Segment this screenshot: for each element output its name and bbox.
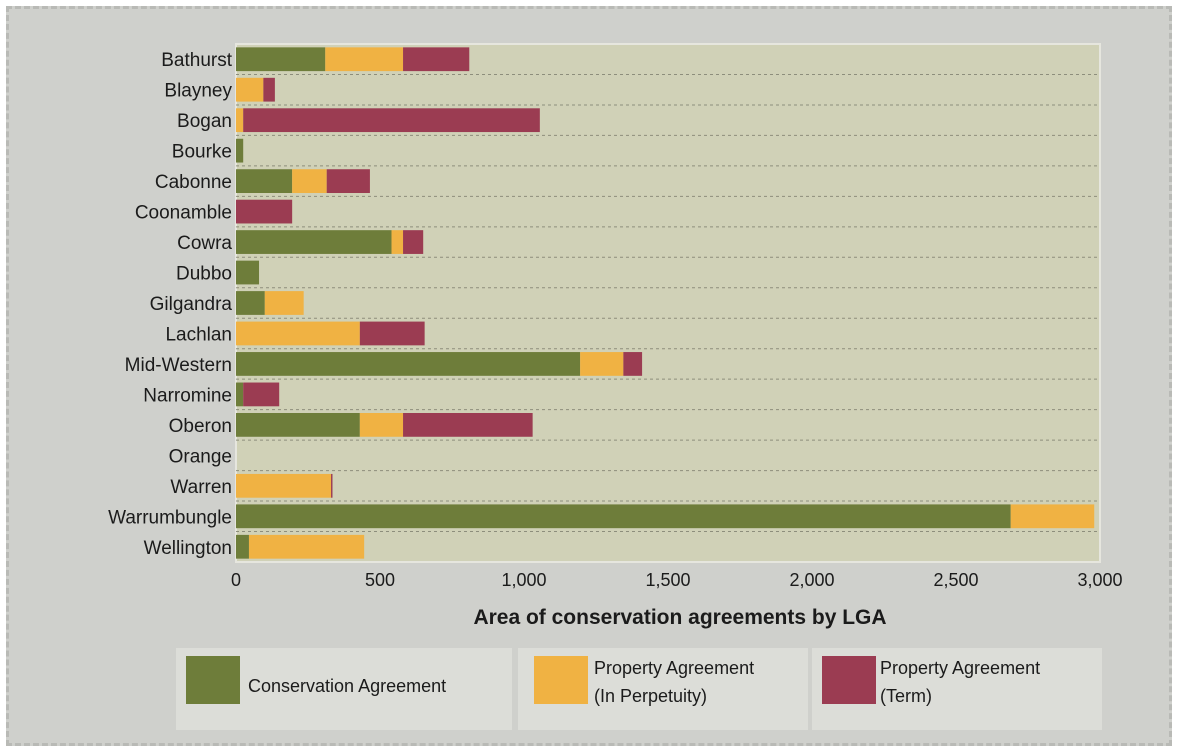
y-tick-label: Dubbo xyxy=(176,264,232,285)
y-tick-label: Wellington xyxy=(144,538,232,559)
x-tick-label: 0 xyxy=(231,570,241,590)
bar-bathurst-series-1 xyxy=(325,47,404,72)
bar-oberon-series-1 xyxy=(359,412,404,437)
y-tick-label: Bourke xyxy=(172,142,232,163)
bar-cowra-series-2 xyxy=(403,230,424,254)
legend-label-term-line2: (Term) xyxy=(880,686,932,706)
y-tick-label: Mid-Western xyxy=(125,355,232,376)
bar-bathurst-series-2 xyxy=(403,47,470,72)
bar-narromine-series-2 xyxy=(243,382,280,407)
bar-gilgandra-series-0 xyxy=(236,291,265,315)
bar-warrumbungle-series-1 xyxy=(1010,504,1095,529)
bar-warren-series-2 xyxy=(331,473,333,498)
bar-bogan-series-2 xyxy=(243,108,540,133)
y-tick-label: Orange xyxy=(169,446,232,467)
bar-mid-western-series-0 xyxy=(236,352,581,376)
y-tick-label: Cowra xyxy=(177,233,232,254)
bar-narromine-series-0 xyxy=(236,382,244,407)
bar-warrumbungle-series-0 xyxy=(236,504,1011,529)
legend-swatch-perpetuity xyxy=(534,656,588,704)
legend-swatch-term xyxy=(822,656,876,704)
bar-mid-western-series-1 xyxy=(580,352,624,376)
legend-label-term-line1: Property Agreement xyxy=(880,658,1041,678)
bar-cabonne-series-2 xyxy=(326,169,370,194)
y-tick-label: Lachlan xyxy=(165,324,232,345)
bar-bogan-series-1 xyxy=(236,108,244,133)
bar-cowra-series-0 xyxy=(236,230,392,254)
legend-label-perpetuity-line1: Property Agreement xyxy=(594,658,755,678)
y-tick-label: Warrumbungle xyxy=(108,507,232,528)
y-tick-label: Oberon xyxy=(169,416,232,437)
y-tick-label: Bathurst xyxy=(161,50,232,71)
legend-swatch-conservation xyxy=(186,656,240,704)
bar-gilgandra-series-1 xyxy=(264,291,304,315)
bar-wellington-series-0 xyxy=(236,534,249,559)
bar-blayney-series-1 xyxy=(236,77,264,102)
bar-lachlan-series-2 xyxy=(359,321,425,346)
x-tick-label: 500 xyxy=(365,570,395,590)
y-tick-label: Warren xyxy=(170,477,232,498)
bar-cabonne-series-0 xyxy=(236,169,293,194)
x-tick-label: 1,000 xyxy=(501,570,546,590)
x-tick-label: 1,500 xyxy=(645,570,690,590)
bar-coonamble-series-2 xyxy=(236,199,293,224)
bar-mid-western-series-2 xyxy=(623,352,643,376)
bar-cabonne-series-1 xyxy=(292,169,327,194)
y-tick-label: Blayney xyxy=(164,81,232,102)
bar-cowra-series-1 xyxy=(391,230,404,254)
y-tick-label: Bogan xyxy=(177,111,232,132)
x-tick-label: 3,000 xyxy=(1077,570,1122,590)
bar-wellington-series-1 xyxy=(248,534,365,559)
bar-warren-series-1 xyxy=(236,473,332,498)
legend-label-perpetuity-line2: (In Perpetuity) xyxy=(594,686,708,706)
bar-bathurst-series-0 xyxy=(236,47,326,72)
y-tick-label: Cabonne xyxy=(155,172,232,193)
x-tick-label: 2,000 xyxy=(789,570,834,590)
bar-dubbo-series-0 xyxy=(236,260,260,285)
y-tick-label: Gilgandra xyxy=(150,294,233,315)
x-axis-title: Area of conservation agreements by LGA xyxy=(473,606,887,629)
bar-oberon-series-2 xyxy=(403,412,533,437)
bar-oberon-series-0 xyxy=(236,412,360,437)
y-tick-label: Coonamble xyxy=(135,203,232,224)
bar-lachlan-series-1 xyxy=(236,321,360,346)
y-tick-label: Narromine xyxy=(143,385,232,406)
bar-blayney-series-2 xyxy=(263,77,275,102)
bar-bourke-series-0 xyxy=(236,138,244,163)
x-tick-label: 2,500 xyxy=(933,570,978,590)
legend-label-conservation: Conservation Agreement xyxy=(248,676,447,696)
